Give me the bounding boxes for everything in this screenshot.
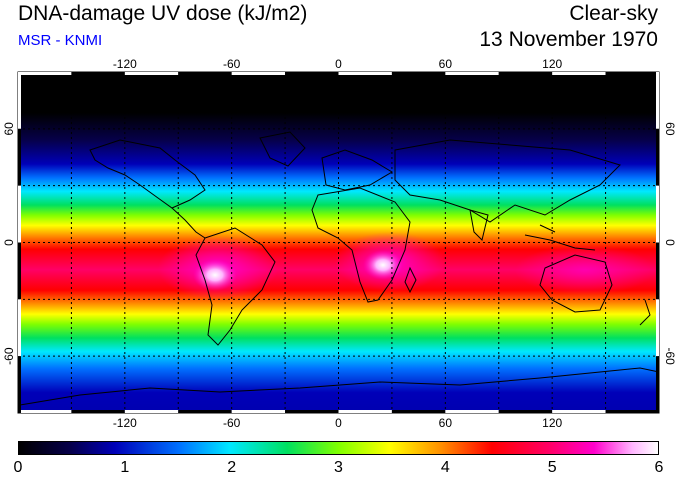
frame-tick-right [656,242,659,300]
frame-tick-right [656,185,659,243]
lon-tick-label-top: -60 [223,57,241,71]
colorbar-tick-label: 0 [13,459,23,476]
lat-tick-label-left: 0 [2,239,16,246]
coast-antarctica [19,367,660,406]
andes-peak-dose [193,259,237,291]
frame-tick-top [231,72,286,75]
lat-tick-label-right: -60 [663,347,677,365]
frame-tick-bottom [391,410,446,413]
frame-tick-left [18,185,21,243]
sky-condition-label: Clear-sky [569,2,658,25]
frame-tick-top [605,72,659,75]
frame-tick-top [498,72,553,75]
frame-tick-top [71,72,125,75]
frame-tick-top [391,72,446,75]
colorbar-tick-label: 3 [334,459,343,476]
coast-africa [311,187,411,303]
colorbar-tick-label: 6 [654,459,664,476]
colorbar-tick-label: 5 [547,459,557,476]
lon-tick-label-top: -120 [113,57,137,71]
coast-new-zealand [639,299,651,326]
axis-tick-labels: -120 -120 -60 -60 0 0 60 60 120 120 60 60 0 0 -60 -60 [2,57,677,430]
frame-tick-bottom [178,410,232,413]
frame-tick-left [18,299,21,357]
lon-tick-label-bottom: 120 [542,416,562,430]
lon-tick-label-top: 0 [335,57,342,71]
lon-tick-label-bottom: -120 [113,416,137,430]
coast-indonesia [524,224,596,251]
frame-tick-bottom [18,410,72,413]
coast-india [469,209,489,241]
frame-tick-bottom [605,410,659,413]
date-label: 13 November 1970 [479,28,658,51]
frame-tick-top [445,72,499,75]
coast-south-america [195,227,276,346]
frame-tick-left [18,356,21,413]
lat-tick-label-left: 60 [2,122,16,136]
lat-tick-label-left: -60 [2,347,16,365]
frame-tick-right [656,299,659,357]
frame-tick-bottom [285,410,339,413]
africa-peak-dose [363,250,403,280]
colorbar [18,441,659,455]
frame-tick-top [178,72,232,75]
lat-lon-gridlines [18,72,659,413]
colorbar-tick-label: 4 [440,459,450,476]
lat-tick-label-right: 0 [663,239,677,246]
frame-tick-bottom [552,410,606,413]
frame-tick-bottom [71,410,125,413]
lon-tick-label-bottom: 0 [335,416,342,430]
frame-tick-top [552,72,606,75]
frame-tick-top [285,72,339,75]
colorbar-gradient [19,442,658,454]
frame-tick-top [338,72,392,75]
coast-madagascar [404,266,417,294]
frame-tick-top [18,72,72,75]
frame-tick-right [656,128,659,186]
australia-high-dose [515,245,655,295]
frame-tick-right [656,72,659,129]
colorbar-tick-label: 1 [120,459,130,476]
frame-tick-left [18,128,21,186]
frame-tick-bottom [124,410,179,413]
lon-tick-label-bottom: -60 [223,416,241,430]
frame-tick-bars [18,72,659,413]
frame-tick-right [656,356,659,413]
source-label: MSR - KNMI [18,32,103,49]
lon-tick-label-top: 120 [542,57,562,71]
coast-north-america [89,139,206,209]
coast-asia [394,139,621,223]
frame-tick-left [18,242,21,300]
coast-australia [539,254,613,313]
frame-tick-bottom [338,410,392,413]
frame-tick-bottom [498,410,553,413]
lat-tick-label-right: 60 [663,122,677,136]
frame-tick-bottom [231,410,286,413]
frame-tick-top [124,72,179,75]
frame-tick-left [18,72,21,129]
chart-title: DNA-damage UV dose (kJ/m2) [18,2,308,25]
lon-tick-label-bottom: 60 [439,416,453,430]
lon-tick-label-top: 60 [439,57,453,71]
frame-tick-bottom [445,410,499,413]
colorbar-tick-label: 2 [227,459,237,476]
